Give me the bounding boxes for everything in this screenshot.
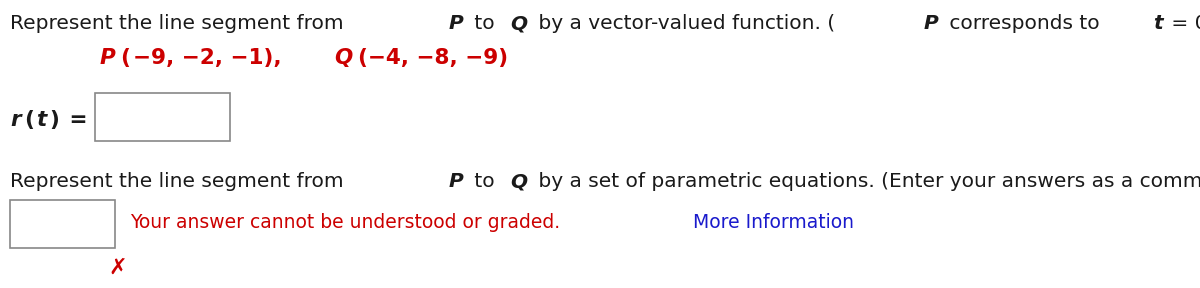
- Text: Represent the line segment from: Represent the line segment from: [10, 172, 350, 191]
- Text: t: t: [1153, 14, 1163, 33]
- Text: =: =: [62, 110, 88, 130]
- Text: by a vector-valued function. (: by a vector-valued function. (: [533, 14, 835, 33]
- Bar: [95, 93, 230, 141]
- Bar: [10, 200, 115, 248]
- Text: P: P: [449, 172, 463, 191]
- Text: by a set of parametric equations. (Enter your answers as a comma-separated list : by a set of parametric equations. (Enter…: [533, 172, 1200, 191]
- Text: Your answer cannot be understood or graded.: Your answer cannot be understood or grad…: [130, 213, 566, 232]
- Text: Q: Q: [510, 14, 528, 33]
- Text: Q: Q: [510, 172, 528, 191]
- Text: r: r: [10, 110, 20, 130]
- Text: t: t: [36, 110, 47, 130]
- Text: P: P: [100, 48, 115, 68]
- Text: ✗: ✗: [109, 258, 127, 278]
- Text: to: to: [468, 14, 500, 33]
- Text: P: P: [449, 14, 463, 33]
- Text: More Information: More Information: [692, 213, 853, 232]
- Text: = 0.: = 0.: [1165, 14, 1200, 33]
- Text: (−4, −8, −9): (−4, −8, −9): [358, 48, 508, 68]
- Text: Represent the line segment from: Represent the line segment from: [10, 14, 350, 33]
- Text: (: (: [120, 48, 130, 68]
- Text: to: to: [468, 172, 500, 191]
- Text: corresponds to: corresponds to: [942, 14, 1105, 33]
- Text: Q: Q: [335, 48, 353, 68]
- Text: ): ): [49, 110, 60, 130]
- Text: −9, −2, −1),: −9, −2, −1),: [133, 48, 289, 68]
- Text: P: P: [924, 14, 938, 33]
- Text: (: (: [24, 110, 34, 130]
